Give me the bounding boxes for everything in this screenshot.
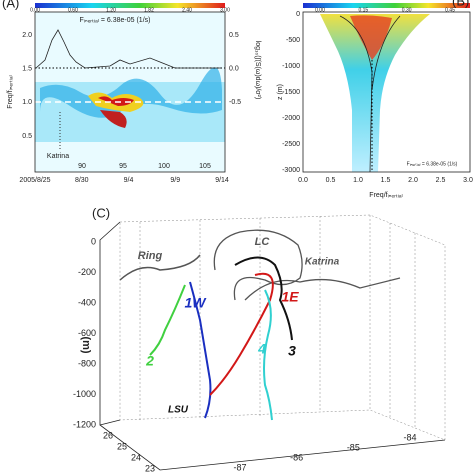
z-tick-label: -1000 [73,389,96,399]
lat-tick-label: 24 [131,452,141,462]
box-grid [139,215,416,428]
x-tick-label: 2.0 [408,177,418,184]
y-tick-label: 0.5 [22,133,32,140]
lat-tick-label: 26 [103,430,113,440]
y-tick-label: -2500 [282,141,300,148]
colorbar-tick: 0.00 [30,7,40,13]
y2-label: log₁₀(∫(S(ω)dω)/σ²) [254,41,261,100]
y-tick-label: -1000 [282,63,300,70]
colorbar-tick: 0.60 [68,7,78,13]
day-tick-label: 100 [158,163,170,170]
x-tick-label: 8/30 [75,177,89,184]
x-tick-label: 0.5 [326,177,336,184]
contour-fill [320,14,430,172]
x-tick-label: 9/14 [215,177,229,184]
box-edge [99,221,446,471]
panel-a: (A) Fᵢₙₑᵣₜᵢₐₗ = 6.38e-05 (1/s) Katrina F… [2,0,261,184]
lon-tick-label: -85 [347,442,360,452]
colorbar-tick: 0.15 [358,7,368,13]
y-tick-label: 0 [296,11,300,18]
spectrum-core [98,96,134,106]
z-tick-label: -200 [78,267,96,277]
y-tick-label: -1500 [282,89,300,96]
colorbar-tick: 0.30 [402,7,412,13]
panel-label: (B) [452,0,469,8]
annotation: Katrina [47,153,69,160]
day-tick-label: 90 [78,163,86,170]
contour-peak [350,15,392,61]
feature-label: 1W [185,295,208,311]
colorbar-tick: 0.00 [315,7,325,13]
x-tick-label: 2.5 [436,177,446,184]
colorbar [35,3,225,8]
track-2 [149,284,186,356]
x-tick-label: 9/9 [170,177,180,184]
lon-tick-label: -87 [233,462,246,472]
colorbar-tick: 0.45 [445,7,455,13]
panel-c: (C) (m) 0 -200 -400 -600 -800 -1000 -1200 26 25 2… [73,205,446,473]
lc-track [213,229,303,301]
z-label: (m) [80,336,92,353]
y-tick-label: 1.0 [22,99,32,106]
panel-b: (B) Fᵢₙₑᵣₜᵢₐₗ = 6.38e-05 (1/s) z (m) Fre… [277,0,473,199]
spectrum-core [100,110,127,128]
feature-label: Katrina [305,257,340,268]
track-1e [209,272,274,396]
z-tick-label: -400 [78,297,96,307]
x-tick-label: 1.0 [353,177,363,184]
colorbar [303,3,470,8]
katrina-track [244,277,401,301]
feature-label: Ring [138,250,163,262]
day-tick-label: 95 [119,163,127,170]
y-tick-label: -3000 [282,167,300,174]
feature-label: LSU [168,405,189,416]
z-tick-label: -1200 [73,419,96,429]
x-label: Freq/fᵢₙₑᵣₜᵢₐₗ [369,192,402,199]
ring-track [119,254,201,281]
x-tick-label: 0.0 [298,177,308,184]
colorbar-tick: 1.20 [106,7,116,13]
spectrum-blob [40,67,222,118]
y-tick-label: 2.0 [22,32,32,39]
y-label: Freq/fᵢₙₑᵣₜᵢₐₗ [7,75,14,108]
x-tick-label: 3.0 [463,177,473,184]
colorbar-tick: 1.82 [144,7,154,13]
panel-label: (C) [92,205,110,220]
y-label: z (m) [277,84,284,100]
y2-tick-label: 0.5 [229,32,239,39]
lon-tick-label: -84 [403,432,416,442]
y-tick-label: -500 [286,37,300,44]
track-3 [234,256,293,341]
z-tick-label: 0 [91,236,96,246]
z-tick-label: -800 [78,358,96,368]
feature-label: 1E [281,289,299,305]
y-tick-label: 1.5 [22,66,32,73]
y2-tick-label: -0.5 [229,99,241,106]
feature-label: 2 [145,353,154,369]
x-tick-label: 2005/8/25 [19,177,50,184]
day-tick-label: 105 [199,163,211,170]
feature-label: LC [255,236,271,248]
track-4 [263,289,273,421]
y-tick-label: -2000 [282,115,300,122]
panel-label: (A) [2,0,19,10]
x-tick-label: 9/4 [124,177,134,184]
plot-frame [302,11,471,173]
feature-label: 3 [288,343,296,359]
note: Fᵢₙₑᵣₜᵢₐₗ = 6.38e-05 (1/s) [407,161,458,167]
track-1w [189,281,212,419]
note: Fᵢₙₑᵣₜᵢₐₗ = 6.38e-05 (1/s) [80,17,151,24]
feature-label: 4 [257,341,266,357]
lat-tick-label: 23 [145,463,155,473]
z-tick-label: -600 [78,328,96,338]
colorbar-tick: 3.00 [220,7,230,13]
colorbar-tick: 2.40 [182,7,192,13]
lat-tick-label: 25 [117,441,127,451]
lon-tick-label: -86 [290,452,303,462]
x-tick-label: 1.5 [381,177,391,184]
plot-frame [34,11,226,173]
y2-tick-label: 0.0 [229,65,239,72]
